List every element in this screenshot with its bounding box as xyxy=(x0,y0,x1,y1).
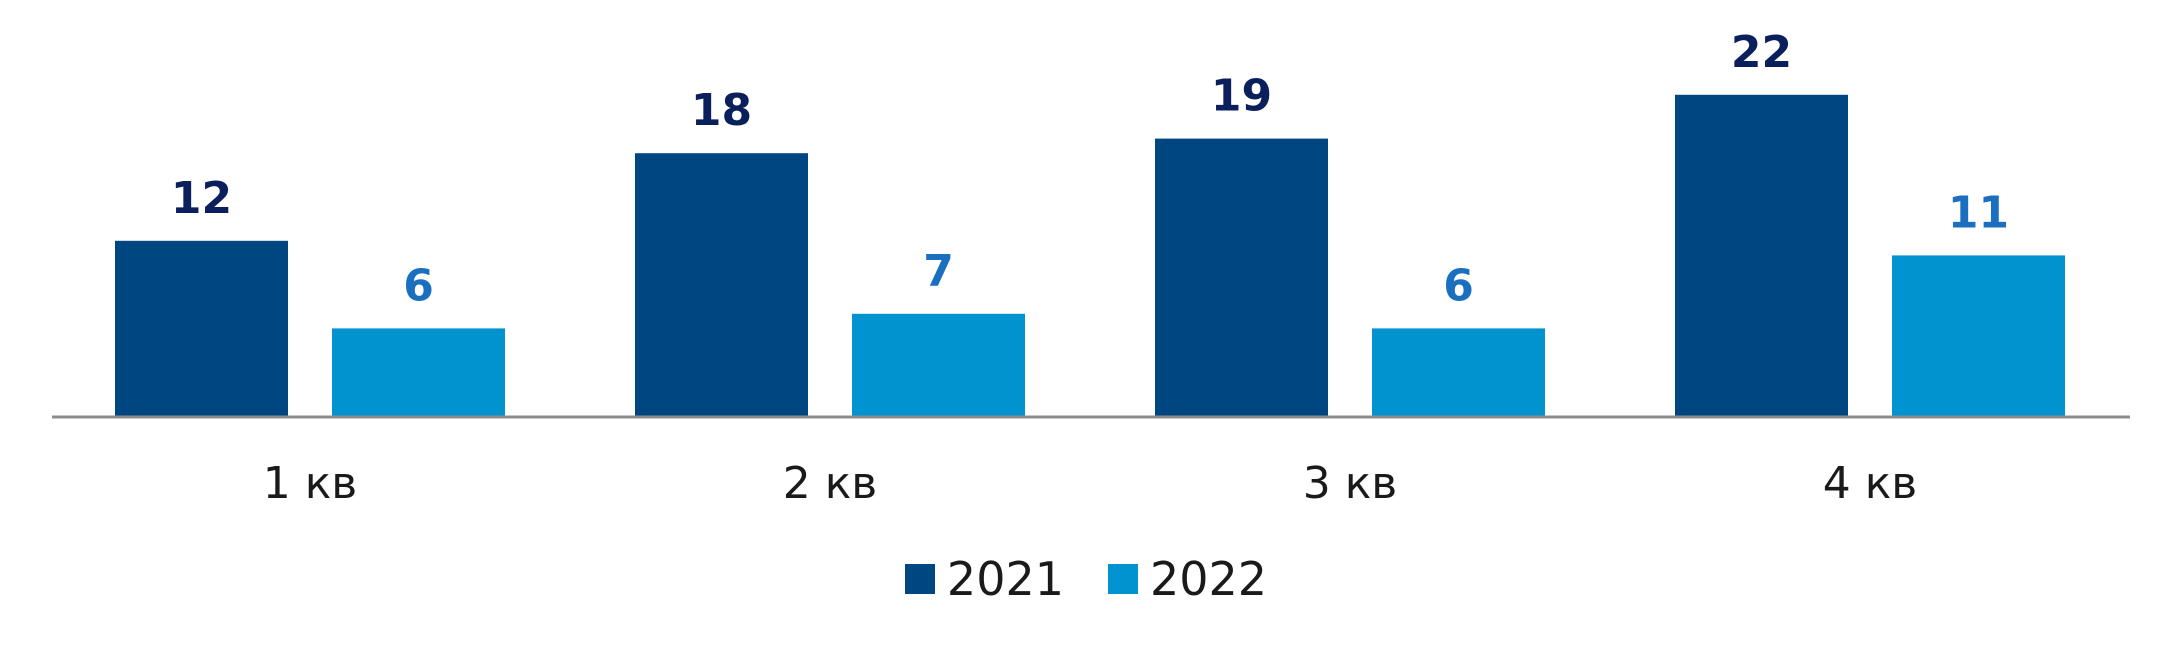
data-label-2022-q2: 7 xyxy=(923,246,954,297)
bar-2022-q4 xyxy=(1892,255,2065,416)
legend-swatch-2022 xyxy=(1108,564,1138,594)
legend-label-2021: 2021 xyxy=(946,552,1064,606)
data-label-2022-q4: 11 xyxy=(1948,187,2009,238)
legend-item-2022: 2022 xyxy=(1108,552,1267,606)
data-label-2021-q3: 19 xyxy=(1211,71,1272,122)
data-label-2021-q4: 22 xyxy=(1731,27,1792,78)
data-label-2021-q1: 12 xyxy=(171,173,232,224)
bar-chart: 12 6 1 кв 18 7 2 кв 19 6 3 кв 22 11 4 кв xyxy=(52,27,2130,509)
category-label-q3: 3 кв xyxy=(1303,458,1398,509)
category-label-q2: 2 кв xyxy=(783,458,878,509)
legend-label-2022: 2022 xyxy=(1150,552,1268,606)
bar-2022-q3 xyxy=(1372,328,1545,416)
data-label-2021-q2: 18 xyxy=(691,85,752,136)
data-label-2022-q3: 6 xyxy=(1443,260,1474,311)
bar-2022-q2 xyxy=(852,313,1025,416)
bar-2022-q1 xyxy=(332,328,505,416)
category-label-q4: 4 кв xyxy=(1823,458,1918,509)
data-label-2022-q1: 6 xyxy=(403,260,434,311)
legend-item-2021: 2021 xyxy=(904,552,1064,606)
legend: 2021 2022 xyxy=(0,552,2172,606)
bar-2021-q4 xyxy=(1675,94,1848,417)
legend-swatch-2021 xyxy=(904,564,935,594)
bar-2021-q1 xyxy=(115,240,288,416)
bar-2021-q2 xyxy=(635,153,808,416)
category-label-q1: 1 кв xyxy=(263,458,358,509)
bar-2021-q3 xyxy=(1155,138,1328,416)
